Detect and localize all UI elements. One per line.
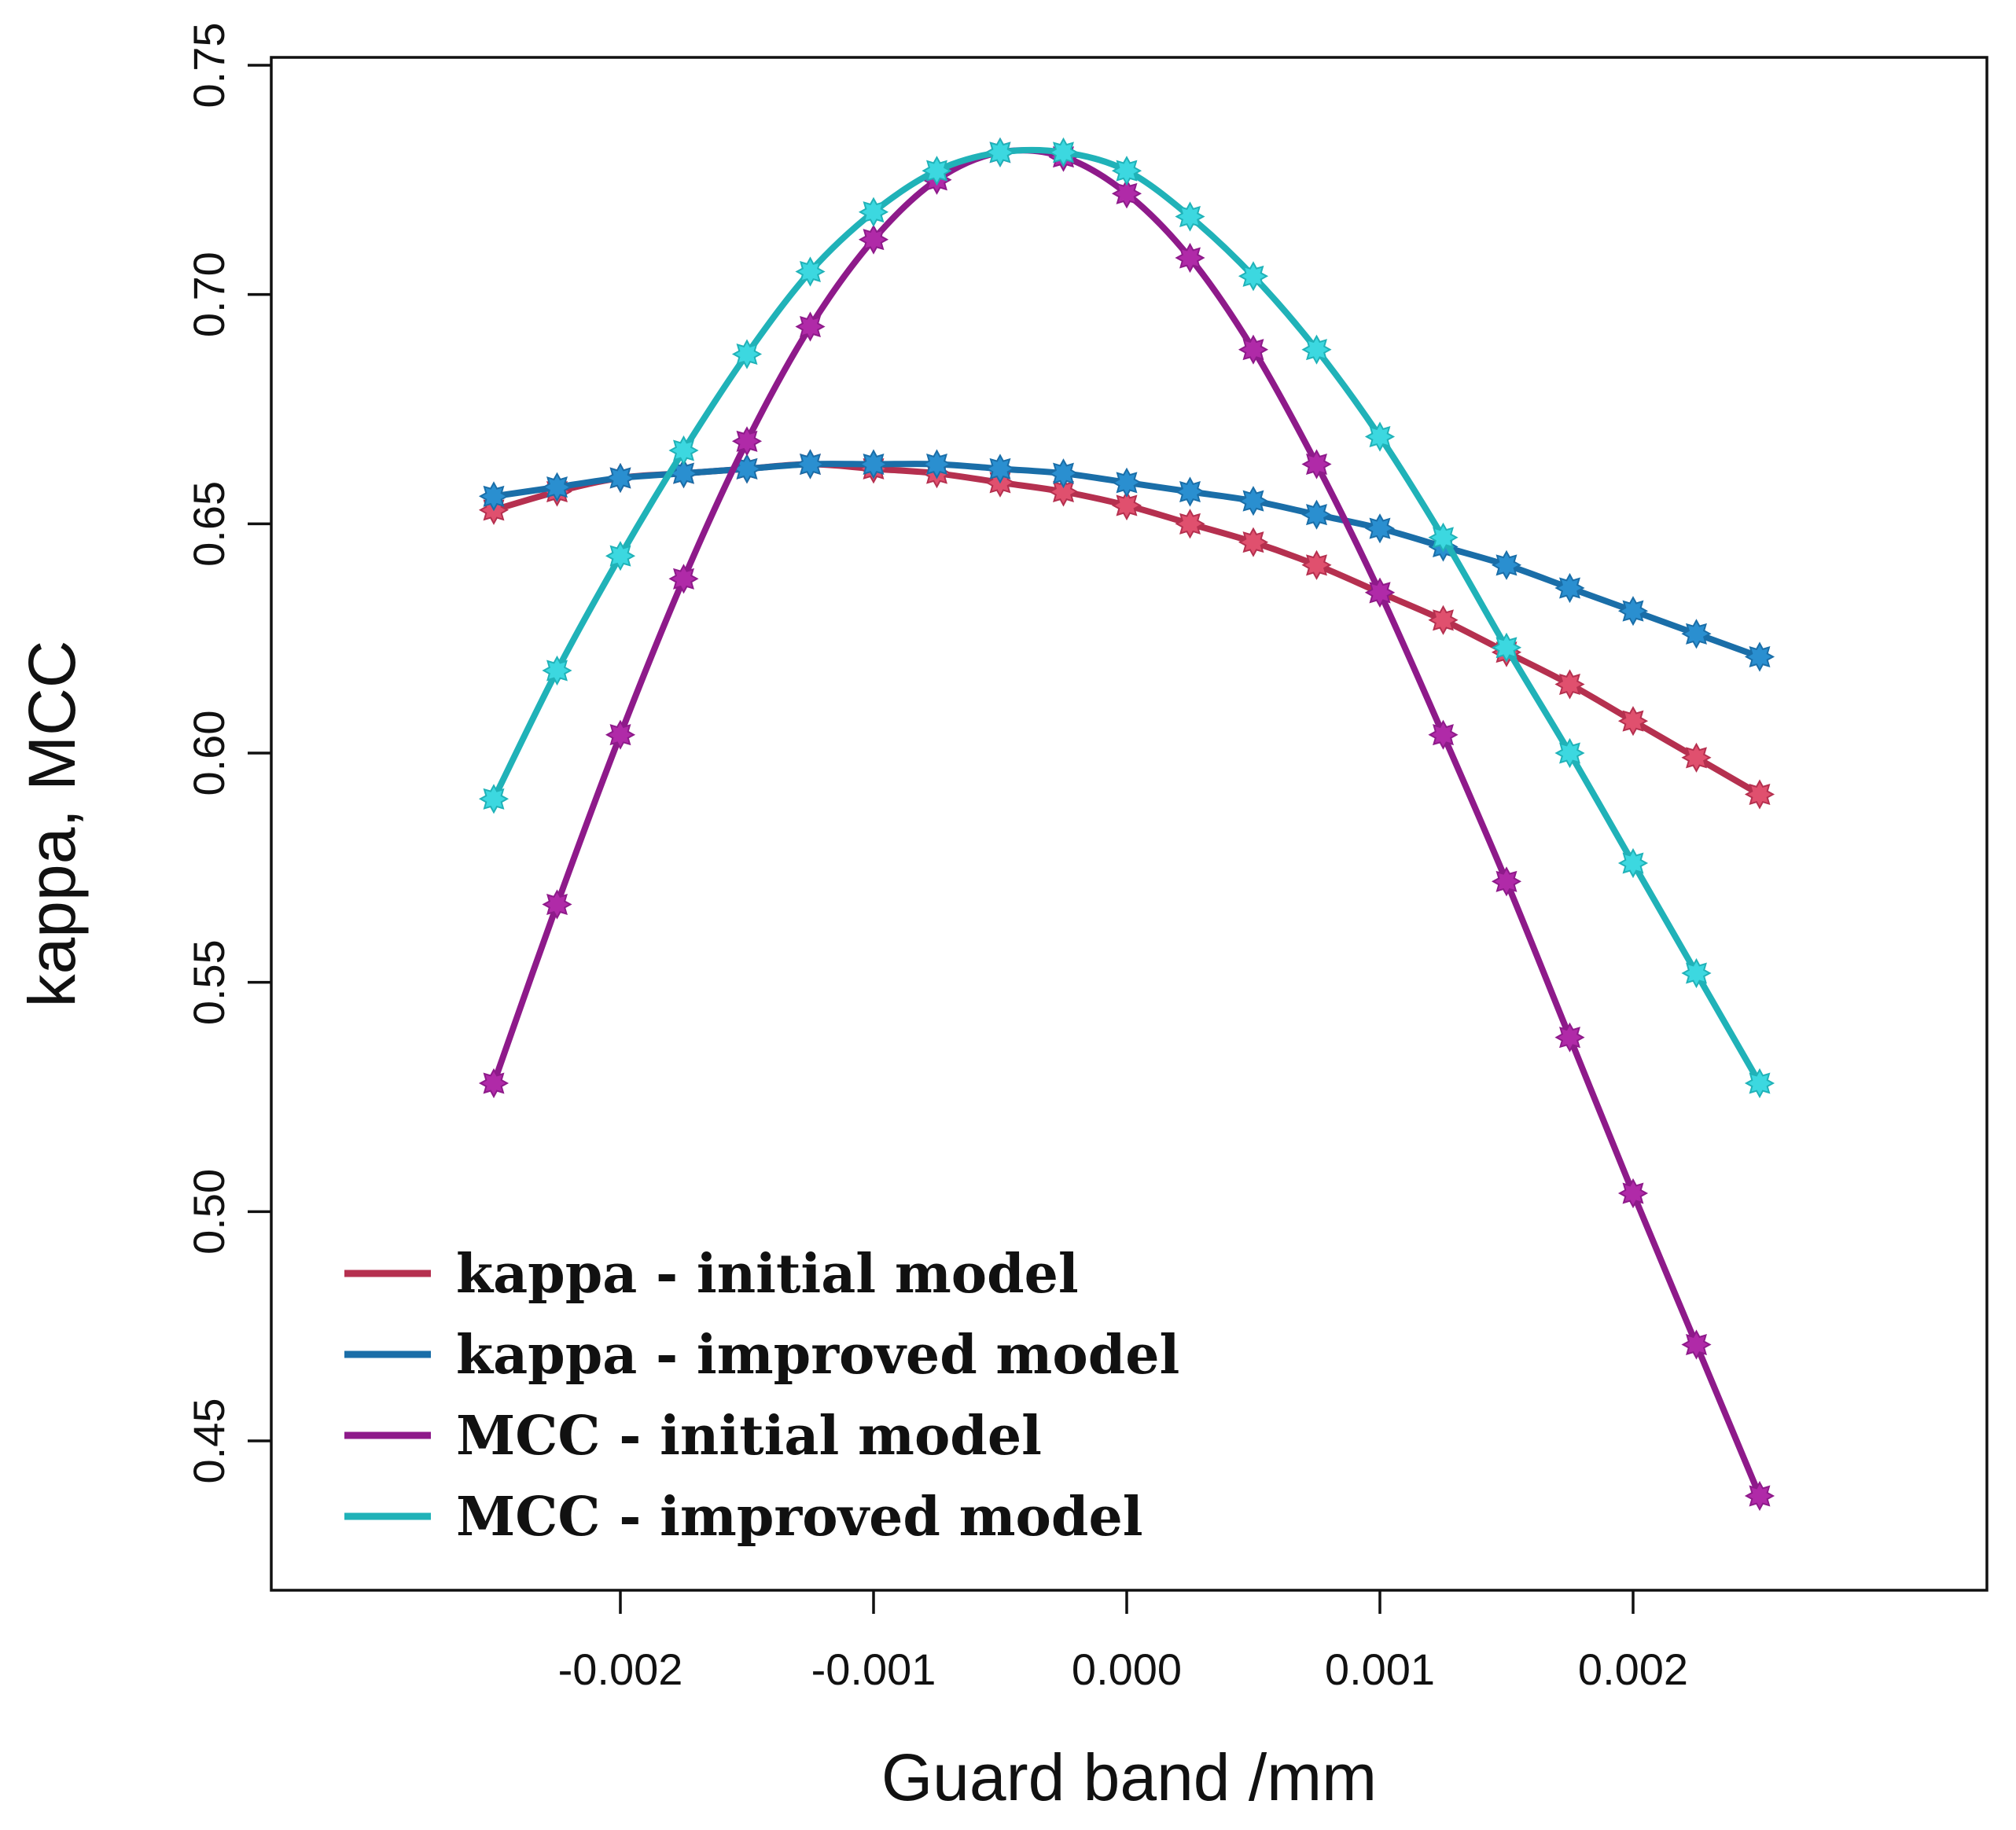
data-point — [1364, 421, 1396, 452]
y-tick-label: 0.50 — [184, 1169, 234, 1255]
data-point — [1175, 201, 1205, 232]
data-point — [858, 449, 889, 480]
data-point — [1111, 490, 1142, 521]
x-tick-label: -0.001 — [811, 1644, 936, 1694]
data-point — [478, 784, 510, 814]
data-point — [984, 454, 1016, 484]
data-point — [1238, 527, 1269, 557]
data-point — [795, 256, 826, 287]
data-point — [1491, 866, 1522, 897]
data-point — [478, 481, 510, 512]
data-point — [1175, 476, 1205, 507]
data-point — [1681, 742, 1712, 773]
data-point — [1744, 779, 1775, 810]
plot-frame — [270, 56, 1988, 1592]
data-point — [731, 339, 763, 369]
x-tick-label: 0.000 — [1072, 1644, 1182, 1694]
data-point — [1048, 137, 1079, 167]
data-point — [858, 224, 889, 255]
data-point — [1111, 178, 1142, 209]
data-point — [984, 137, 1016, 167]
y-tick-label: 0.55 — [184, 939, 234, 1025]
series-layer — [478, 137, 1775, 1512]
x-axis-title: Guard band /mm — [881, 1740, 1377, 1814]
data-point — [1681, 1329, 1712, 1360]
legend-label: kappa - initial model — [456, 1243, 1079, 1306]
y-tick-label: 0.70 — [184, 252, 234, 337]
data-point — [1681, 619, 1712, 649]
data-point — [1681, 957, 1712, 989]
legend-label: kappa - improved model — [456, 1324, 1179, 1387]
series-kappa-improved-model — [478, 449, 1775, 672]
data-point — [1744, 1480, 1775, 1512]
data-point — [1048, 476, 1079, 507]
series-mcc-improved-model — [478, 137, 1775, 1099]
data-point — [1428, 719, 1459, 750]
data-point — [478, 1068, 510, 1099]
data-point — [605, 719, 636, 750]
data-point — [1554, 737, 1585, 769]
data-point — [605, 462, 636, 494]
data-point — [1617, 596, 1649, 627]
y-tick-label: 0.45 — [184, 1398, 234, 1484]
data-point — [1428, 604, 1459, 635]
x-tick-label: -0.002 — [558, 1644, 683, 1694]
data-point — [542, 889, 572, 920]
y-tick-label: 0.75 — [184, 23, 234, 108]
data-point — [1364, 577, 1396, 608]
data-point — [605, 541, 636, 571]
x-tick-label: 0.002 — [1578, 1644, 1688, 1694]
data-point — [1175, 242, 1205, 274]
axes-ticks: -0.002 -0.001 0.000 0.001 0.002 0.45 0.50 0.55 0… — [184, 23, 1688, 1695]
legend: kappa - initial model kappa - improved mo… — [344, 1243, 1179, 1549]
data-point — [1491, 549, 1522, 580]
data-point — [858, 197, 889, 227]
data-point — [1617, 1178, 1649, 1209]
data-point — [542, 655, 572, 686]
x-tick-label: 0.001 — [1325, 1644, 1435, 1694]
data-point — [1175, 509, 1205, 539]
data-point — [1364, 513, 1396, 544]
y-tick-label: 0.65 — [184, 481, 234, 567]
data-point — [1301, 334, 1332, 365]
data-point — [731, 426, 763, 457]
y-axis-title: kappa, MCC — [15, 641, 89, 1008]
data-point — [1617, 706, 1649, 737]
data-point — [1428, 522, 1459, 553]
data-point — [1238, 486, 1269, 516]
data-point — [668, 435, 699, 466]
data-point — [1744, 1068, 1775, 1099]
data-point — [668, 564, 699, 594]
y-tick-label: 0.60 — [184, 711, 234, 796]
data-point — [1301, 549, 1332, 580]
data-point — [1301, 499, 1332, 530]
data-point — [1744, 641, 1775, 672]
data-point — [922, 156, 952, 186]
data-point — [922, 449, 952, 480]
legend-label: MCC - initial model — [456, 1405, 1042, 1468]
data-point — [1554, 572, 1585, 604]
series-line — [491, 461, 1763, 660]
data-point — [1111, 156, 1142, 186]
data-point — [1617, 847, 1649, 879]
data-point — [1491, 632, 1522, 663]
data-point — [795, 449, 826, 480]
data-point — [795, 311, 826, 342]
data-point — [1111, 467, 1142, 498]
data-point — [1048, 458, 1079, 489]
data-point — [1238, 261, 1269, 292]
data-point — [1554, 1022, 1585, 1053]
data-point — [542, 472, 572, 502]
series-line — [491, 146, 1763, 1086]
data-point — [1238, 334, 1269, 365]
data-point — [1554, 669, 1585, 700]
legend-label: MCC - improved model — [456, 1486, 1143, 1549]
data-point — [1301, 449, 1332, 480]
